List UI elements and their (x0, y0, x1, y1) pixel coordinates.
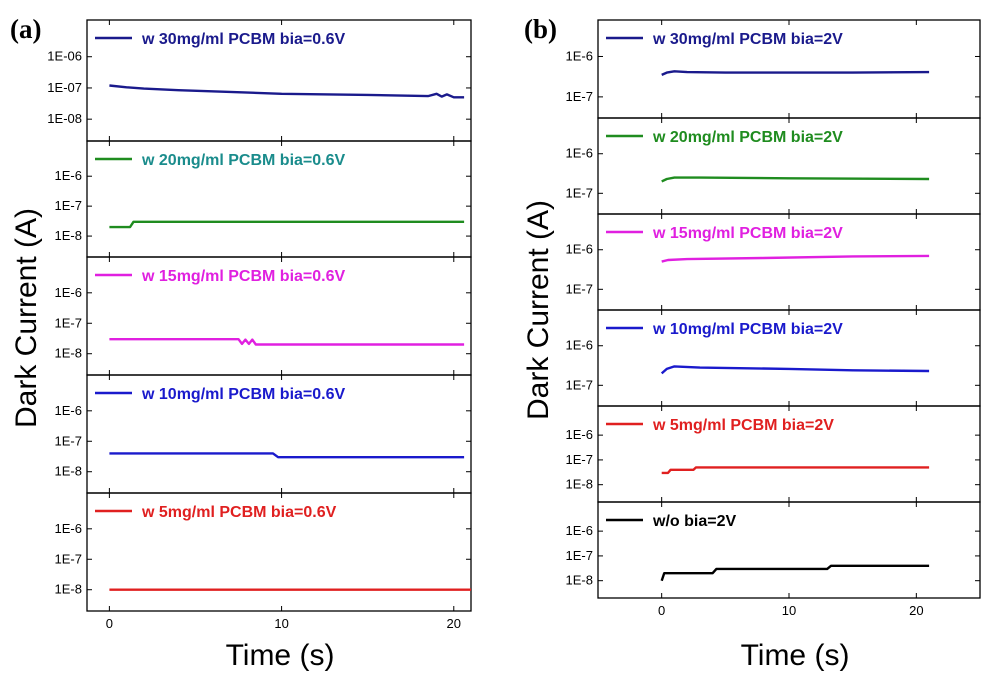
y-tick-label: 1E-6 (55, 285, 82, 300)
legend-label: w 10mg/ml PCBM bia=2V (652, 321, 843, 338)
y-tick-label: 1E-6 (566, 523, 593, 538)
x-tick-label: 0 (106, 616, 113, 631)
subplot-b-2: 1E-6 1E-7 w 20mg/ml PCBM bia=2V (566, 117, 981, 215)
legend-label: w 10mg/ml PCBM bia=0.6V (141, 386, 346, 403)
subplot-b-1: 1E-6 1E-7 w 30mg/ml PCBM bia=2V (566, 19, 981, 119)
y-tick-label: 1E-08 (47, 111, 82, 126)
y-tick-label: 1E-7 (55, 315, 82, 330)
y-tick-label: 1E-6 (566, 146, 593, 161)
y-tick-label: 1E-07 (47, 80, 82, 95)
x-axis-title-a: Time (s) (226, 639, 335, 672)
y-tick-label: 1E-6 (566, 427, 593, 442)
legend-label: w 30mg/ml PCBM bia=0.6V (141, 31, 346, 48)
x-tick-label: 20 (909, 603, 923, 618)
x-tick-label: 10 (274, 616, 288, 631)
legend-label: w 30mg/ml PCBM bia=2V (652, 31, 843, 48)
y-tick-label: 1E-7 (55, 198, 82, 213)
series-line (109, 220, 465, 229)
x-axis-title-b: Time (s) (741, 639, 850, 672)
x-tick-label: 20 (447, 616, 461, 631)
y-tick-label: 1E-6 (55, 168, 82, 183)
subplot-a-4: 1E-6 1E-7 1E-8 w 10mg/ml PCBM bia=0.6V (55, 374, 472, 494)
series-line (109, 84, 465, 99)
y-tick-label: 1E-8 (55, 582, 82, 597)
subplot-a-1: 1E-06 1E-07 1E-08 w 30mg/ml PCBM bia=0.6V (47, 19, 472, 142)
y-tick-label: 1E-06 (47, 49, 82, 64)
y-tick-label: 1E-7 (566, 281, 593, 296)
legend-label: w/o bia=2V (652, 513, 736, 530)
subplot-b-4: 1E-6 1E-7 w 10mg/ml PCBM bia=2V (566, 309, 981, 407)
y-tick-label: 1E-8 (566, 573, 593, 588)
series-line (109, 452, 465, 459)
y-tick-label: 1E-7 (566, 185, 593, 200)
legend-label: w 15mg/ml PCBM bia=2V (652, 225, 843, 242)
y-tick-label: 1E-8 (55, 228, 82, 243)
series-line (109, 338, 465, 346)
y-axis-title-b: Dark Current (A) (522, 200, 555, 420)
y-tick-label: 1E-7 (566, 377, 593, 392)
subplot-b-5: 1E-6 1E-7 1E-8 w 5mg/ml PCBM bia=2V (566, 405, 981, 503)
series-line (660, 365, 930, 375)
y-tick-label: 1E-8 (55, 346, 82, 361)
legend-label: w 15mg/ml PCBM bia=0.6V (141, 268, 346, 285)
subplot-a-5: 1E-6 1E-7 1E-8 w 5mg/ml PCBM bia=0.6V (55, 492, 472, 612)
y-tick-label: 1E-8 (566, 477, 593, 492)
y-tick-label: 1E-7 (55, 433, 82, 448)
subplot-b-6: 1E-6 1E-7 1E-8 w/o bia=2V (566, 501, 981, 599)
chart-a: (a) 1E-06 1E-07 1E-08 w 30mg/ml PCBM bia=0.6… (10, 14, 472, 631)
series-line (661, 70, 930, 76)
subplot-b-3: 1E-6 1E-7 w 15mg/ml PCBM bia=2V (566, 213, 981, 311)
y-tick-label: 1E-8 (55, 464, 82, 479)
series-line (661, 254, 930, 263)
y-tick-label: 1E-6 (566, 48, 593, 63)
panel-label-a: (a) (10, 14, 41, 44)
x-tick-label: 10 (782, 603, 796, 618)
x-tick-label: 0 (658, 603, 665, 618)
series-line (661, 176, 930, 183)
y-tick-label: 1E-7 (566, 548, 593, 563)
legend-label: w 5mg/ml PCBM bia=0.6V (141, 504, 337, 521)
y-tick-label: 1E-7 (566, 452, 593, 467)
legend-label: w 5mg/ml PCBM bia=2V (652, 417, 834, 434)
series-line (661, 466, 930, 475)
y-tick-label: 1E-6 (566, 242, 593, 257)
legend-label: w 20mg/ml PCBM bia=2V (652, 129, 843, 146)
chart-b: (b) 1E-6 1E-7 w 30mg/ml PCBM bia=2V 1E-6 1E-7… (524, 14, 981, 618)
panel-label-b: (b) (524, 14, 557, 44)
series-line (660, 564, 930, 582)
subplot-frame (86, 492, 472, 612)
y-tick-label: 1E-6 (55, 403, 82, 418)
subplot-a-3: 1E-6 1E-7 1E-8 w 15mg/ml PCBM bia=0.6V (55, 256, 472, 376)
y-tick-label: 1E-7 (566, 89, 593, 104)
panels: (a) 1E-06 1E-07 1E-08 w 30mg/ml PCBM bia=0.6… (10, 14, 981, 631)
subplot-a-2: 1E-6 1E-7 1E-8 w 20mg/ml PCBM bia=0.6V (55, 140, 472, 258)
y-axis-title-a: Dark Current (A) (10, 208, 43, 428)
y-tick-label: 1E-7 (55, 551, 82, 566)
y-tick-label: 1E-6 (55, 521, 82, 536)
legend-label: w 20mg/ml PCBM bia=0.6V (141, 152, 346, 169)
y-tick-label: 1E-6 (566, 338, 593, 353)
